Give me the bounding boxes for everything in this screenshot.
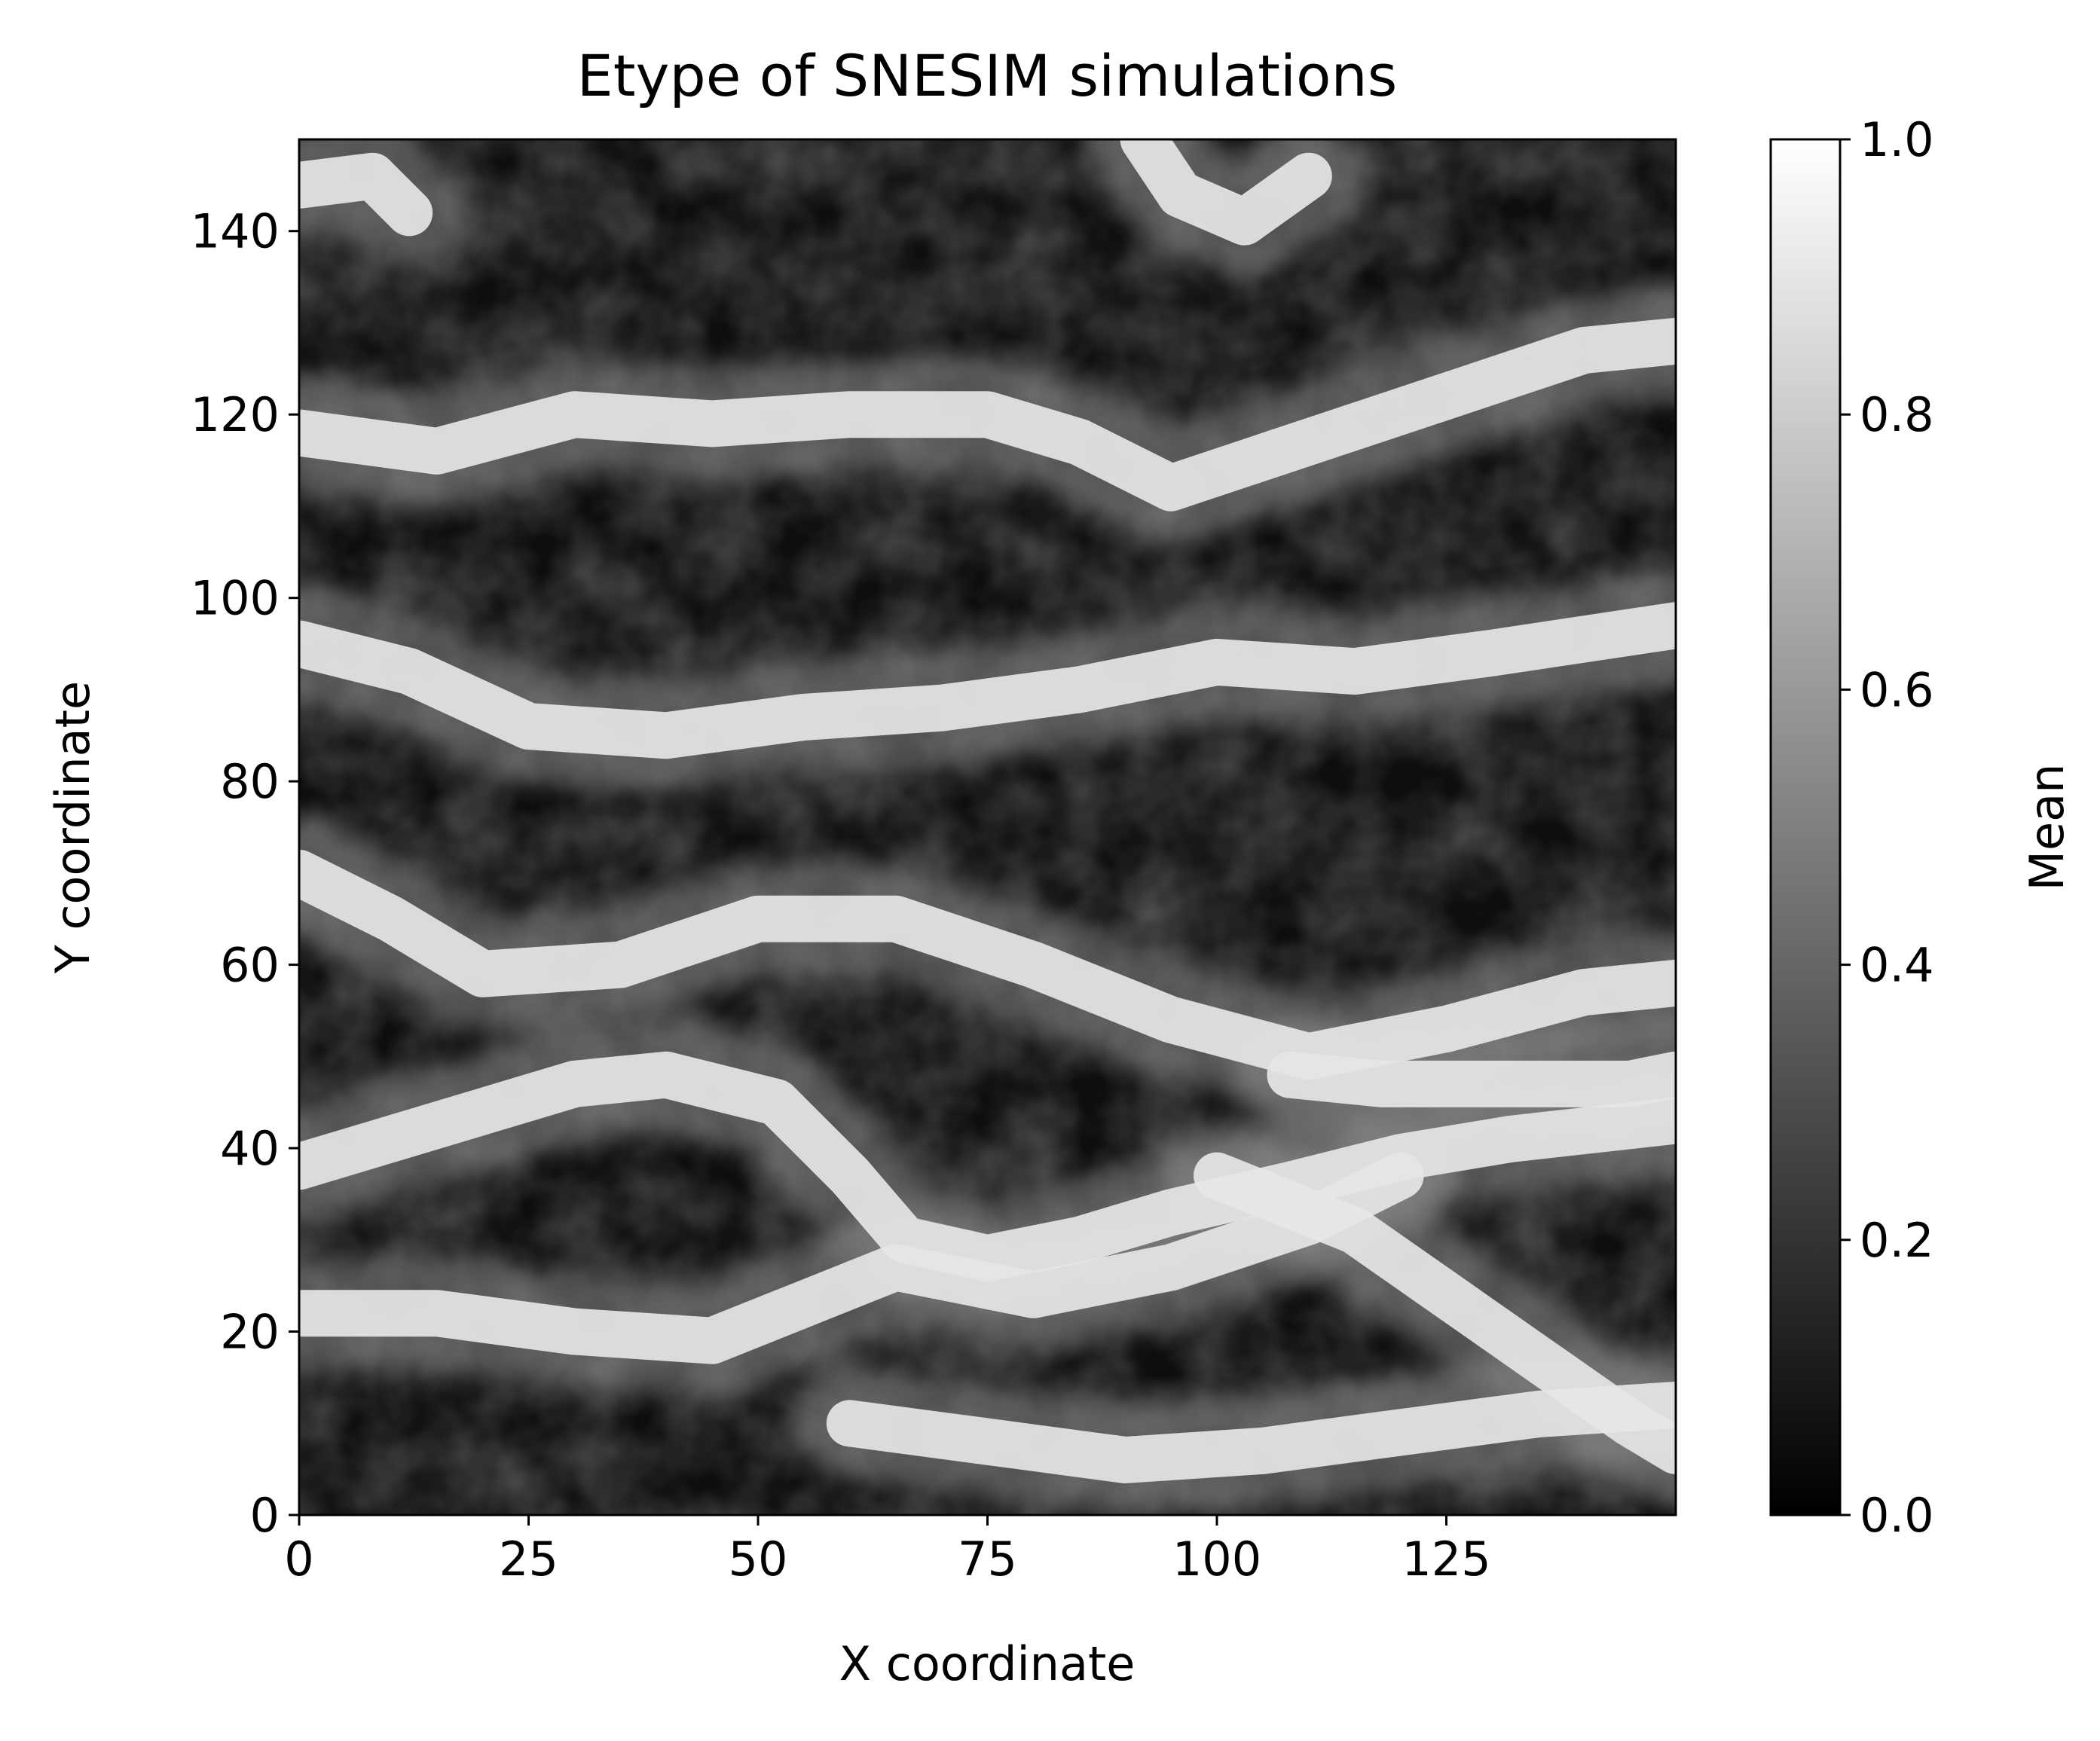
x-tick-label: 25 bbox=[499, 1532, 558, 1587]
colorbar-label: Mean bbox=[2019, 764, 2074, 891]
x-tick-label: 0 bbox=[284, 1532, 313, 1587]
colorbar: 0.0 0.2 0.4 0.6 0.8 1.0 Mean bbox=[1769, 112, 2074, 1543]
channel-3 bbox=[299, 1051, 1676, 1282]
heatmap-image bbox=[299, 139, 1676, 1515]
channel-5 bbox=[826, 1381, 1676, 1483]
y-tick-label: 0 bbox=[250, 1488, 280, 1543]
channel-2 bbox=[299, 849, 1676, 1080]
x-tick-label: 75 bbox=[958, 1532, 1017, 1587]
colorbar-tick-label: 0.4 bbox=[1860, 938, 1934, 993]
channel-4 bbox=[299, 1152, 1424, 1364]
colorbar-tick-label: 0.8 bbox=[1860, 387, 1934, 442]
x-axis-label: X coordinate bbox=[839, 1636, 1136, 1691]
y-tick-label: 140 bbox=[191, 204, 280, 259]
y-tick-label: 60 bbox=[220, 938, 280, 993]
chart-title: Etype of SNESIM simulations bbox=[577, 42, 1398, 109]
y-tick-label: 40 bbox=[220, 1121, 280, 1176]
channel-7 bbox=[299, 152, 433, 237]
colorbar-tick-label: 0.0 bbox=[1860, 1488, 1934, 1543]
colorbar-tick-label: 0.6 bbox=[1860, 662, 1934, 717]
y-axis: 0 20 40 60 80 100 120 140 bbox=[191, 204, 299, 1543]
channel-layer bbox=[299, 139, 1676, 1483]
x-tick-label: 50 bbox=[729, 1532, 788, 1587]
y-tick-label: 80 bbox=[220, 754, 280, 809]
x-tick-label: 100 bbox=[1172, 1532, 1261, 1587]
channel-8 bbox=[1120, 139, 1332, 246]
x-axis: 0 25 50 75 100 125 bbox=[284, 1515, 1491, 1587]
colorbar-tick-label: 0.2 bbox=[1860, 1213, 1934, 1268]
channel-1 bbox=[299, 317, 1676, 512]
channel-6 bbox=[1194, 1152, 1676, 1474]
y-tick-label: 20 bbox=[220, 1305, 280, 1360]
y-tick-label: 120 bbox=[191, 387, 280, 442]
colorbar-axis: 0.0 0.2 0.4 0.6 0.8 1.0 bbox=[1840, 112, 1934, 1543]
colorbar-tick-label: 1.0 bbox=[1860, 112, 1934, 167]
y-tick-label: 100 bbox=[191, 571, 280, 626]
x-tick-label: 125 bbox=[1402, 1532, 1490, 1587]
colorbar-gradient bbox=[1769, 138, 1842, 1517]
y-axis-label: Y coordinate bbox=[45, 681, 100, 974]
channel-0 bbox=[299, 602, 1676, 759]
channel-9 bbox=[1267, 1051, 1676, 1107]
